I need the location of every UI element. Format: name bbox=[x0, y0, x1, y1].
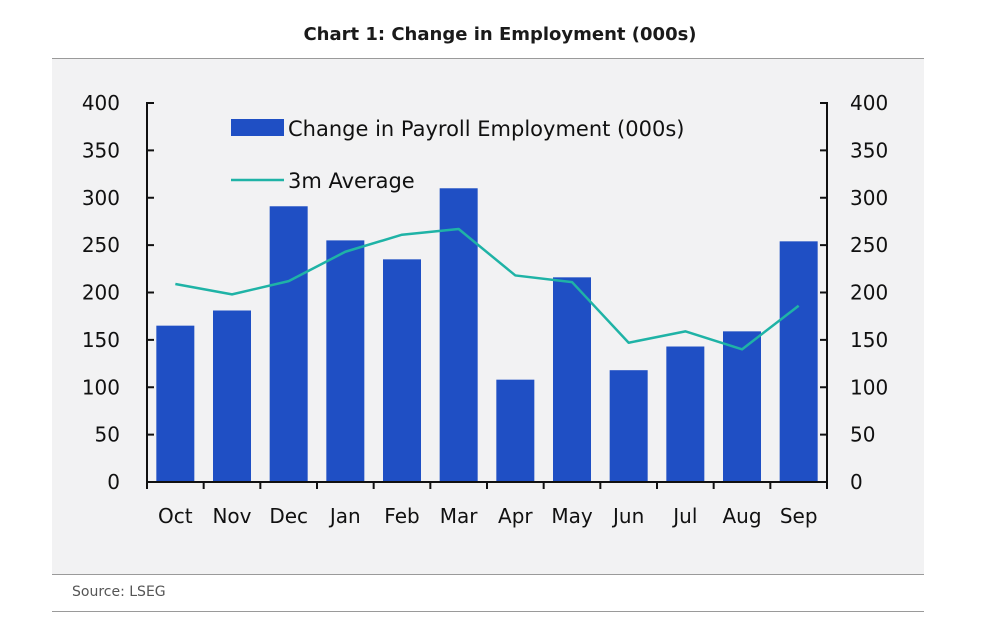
y-tick-label-right-300: 300 bbox=[850, 186, 888, 210]
chart-legend: Change in Payroll Employment (000s) 3m A… bbox=[231, 117, 684, 193]
bar-feb bbox=[383, 259, 421, 482]
bar-may bbox=[553, 277, 591, 482]
y-tick-label-right-350: 350 bbox=[850, 138, 888, 162]
y-tick-label-left-0: 0 bbox=[107, 470, 120, 494]
x-tick-label-jun: Jun bbox=[611, 504, 644, 528]
x-tick-label-nov: Nov bbox=[212, 504, 251, 528]
y-tick-label-right-0: 0 bbox=[850, 470, 863, 494]
y-tick-label-left-150: 150 bbox=[82, 328, 120, 352]
chart-title: Chart 1: Change in Employment (000s) bbox=[303, 24, 697, 45]
line-series bbox=[175, 227, 800, 351]
y-tick-label-left-200: 200 bbox=[82, 281, 120, 305]
bar-dec bbox=[269, 206, 308, 482]
x-tick-label-apr: Apr bbox=[498, 504, 533, 528]
y-tick-label-right-250: 250 bbox=[850, 233, 888, 257]
bar-jul bbox=[666, 346, 705, 482]
legend-label-line: 3m Average bbox=[288, 169, 415, 193]
y-tick-label-left-50: 50 bbox=[95, 423, 120, 447]
bar-jun bbox=[609, 370, 648, 482]
x-tick-label-aug: Aug bbox=[722, 504, 761, 528]
y-tick-label-left-100: 100 bbox=[82, 375, 120, 399]
line-3m-average bbox=[175, 227, 800, 351]
bar-jan bbox=[326, 240, 365, 482]
footer-divider bbox=[52, 611, 924, 612]
y-tick-label-left-300: 300 bbox=[82, 186, 120, 210]
y-tick-label-right-150: 150 bbox=[850, 328, 888, 352]
legend-label-bar: Change in Payroll Employment (000s) bbox=[288, 117, 684, 141]
x-tick-label-dec: Dec bbox=[269, 504, 308, 528]
x-tick-label-feb: Feb bbox=[384, 504, 419, 528]
y-tick-label-right-50: 50 bbox=[850, 423, 875, 447]
y-tick-label-right-400: 400 bbox=[850, 91, 888, 115]
bar-series bbox=[156, 188, 818, 482]
x-tick-label-jul: Jul bbox=[671, 504, 697, 528]
legend-swatch-bar bbox=[231, 119, 284, 136]
bar-mar bbox=[439, 188, 478, 482]
source-divider bbox=[52, 574, 924, 575]
x-tick-label-jan: Jan bbox=[328, 504, 361, 528]
y-tick-label-right-100: 100 bbox=[850, 375, 888, 399]
bar-nov bbox=[213, 310, 251, 482]
x-tick-label-mar: Mar bbox=[440, 504, 479, 528]
x-tick-label-may: May bbox=[551, 504, 593, 528]
x-tick-label-sep: Sep bbox=[780, 504, 818, 528]
source-note: Source: LSEG bbox=[72, 584, 166, 600]
bar-sep bbox=[779, 241, 818, 482]
title-divider bbox=[52, 58, 924, 59]
bar-apr bbox=[496, 379, 535, 482]
y-tick-label-left-400: 400 bbox=[82, 91, 120, 115]
chart-axes: 0 0 50 50 100 100 150 150 200 200 250 250 300 300 350 3… bbox=[82, 91, 888, 528]
y-tick-label-left-250: 250 bbox=[82, 233, 120, 257]
y-tick-label-right-200: 200 bbox=[850, 281, 888, 305]
bar-aug bbox=[723, 331, 761, 482]
x-tick-label-oct: Oct bbox=[158, 504, 193, 528]
bar-oct bbox=[156, 325, 195, 482]
y-tick-label-left-350: 350 bbox=[82, 138, 120, 162]
